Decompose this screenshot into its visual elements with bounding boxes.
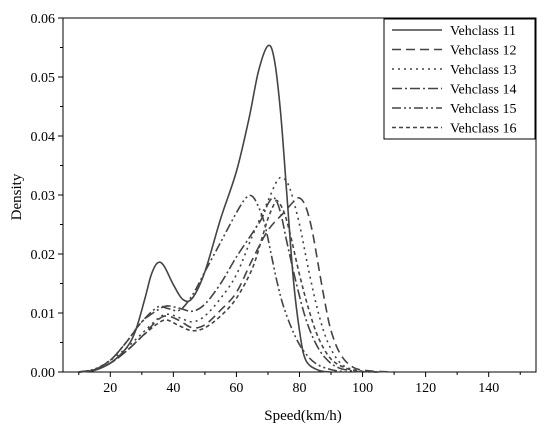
x-tick-label: 80 [293,381,307,396]
legend: Vehclass 11 Vehclass 12 Vehclass 13 Vehclas… [383,18,536,140]
y-tick-label: 0.05 [31,71,56,86]
series-layer [78,44,395,373]
legend-label: Vehclass 15 [450,102,517,117]
y-tick-label: 0.01 [31,307,56,322]
tick-layer: 20 40 60 80 100 120 140 0.00 0.01 0.02 0.03 0.04 0.0… [31,12,521,396]
series-line-vehclass-15 [78,194,347,373]
series-line-vehclass-16 [78,199,379,373]
series-line-vehclass-11 [78,44,332,373]
legend-label: Vehclass 16 [450,122,517,137]
y-tick-label: 0.06 [31,12,56,27]
x-tick-label: 120 [415,381,436,396]
y-axis-title: Density [9,173,25,220]
series-line-vehclass-12 [78,197,395,373]
legend-label: Vehclass 11 [450,24,516,39]
x-tick-label: 140 [478,381,499,396]
x-tick-label: 20 [103,381,117,396]
x-axis-title: Speed(km/h) [264,408,341,424]
legend-box [383,18,536,140]
series-line-vehclass-13 [78,176,379,373]
x-tick-label: 60 [229,381,243,396]
y-tick-label: 0.00 [31,366,56,381]
y-tick-label: 0.04 [31,130,56,145]
x-tick-label: 100 [352,381,373,396]
y-tick-label: 0.02 [31,248,56,263]
series-line-vehclass-14 [78,196,379,373]
x-tick-label: 40 [166,381,180,396]
y-tick-label: 0.03 [31,189,56,204]
legend-label: Vehclass 13 [450,63,517,78]
legend-label: Vehclass 14 [450,83,517,98]
legend-label: Vehclass 12 [450,44,517,59]
